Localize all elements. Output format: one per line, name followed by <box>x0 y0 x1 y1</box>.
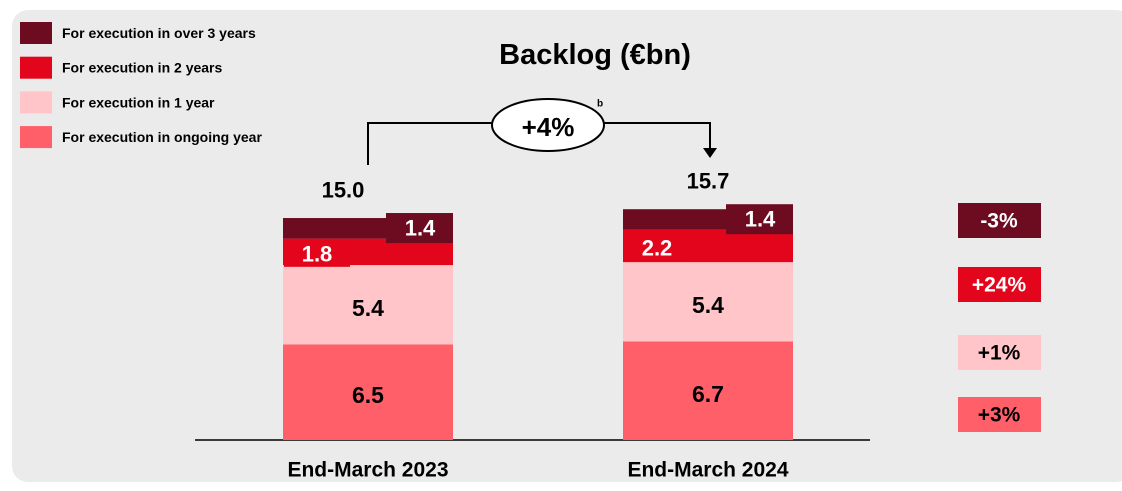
legend-swatch <box>20 22 52 44</box>
arrow-head <box>703 148 717 158</box>
value-label: 6.5 <box>352 382 384 408</box>
legend-label: For execution in ongoing year <box>62 129 262 145</box>
value-label: 5.4 <box>352 295 384 321</box>
value-label-box <box>386 213 453 244</box>
growth-footnote: b <box>597 99 603 110</box>
value-label: 2.2 <box>642 235 673 260</box>
value-label: 1.4 <box>745 207 776 232</box>
x-tick-label: End-March 2024 <box>627 459 788 482</box>
value-label: 6.7 <box>692 381 724 407</box>
bar-segment <box>283 265 453 345</box>
bar-segment <box>623 341 793 440</box>
change-box <box>958 267 1041 302</box>
legend-swatch <box>20 91 52 114</box>
change-label: -3% <box>980 210 1018 233</box>
change-label: +24% <box>972 274 1027 297</box>
value-label: 1.8 <box>302 241 333 266</box>
legend-swatch <box>20 126 52 149</box>
change-box <box>958 203 1041 238</box>
chart-title: Backlog (€bn) <box>499 39 691 71</box>
legend-label: For execution in 2 years <box>62 60 222 76</box>
change-label: +1% <box>978 342 1021 365</box>
value-label-box <box>284 240 350 267</box>
growth-label: +4% <box>522 112 575 142</box>
legend-label: For execution in 1 year <box>62 94 215 110</box>
bar-segment <box>283 344 453 440</box>
panel <box>12 10 1122 482</box>
growth-bubble <box>491 98 605 152</box>
value-label: 5.4 <box>692 292 724 318</box>
value-label-box <box>624 234 690 261</box>
value-label: 1.4 <box>405 216 436 241</box>
bar-segment <box>623 262 793 342</box>
legend-label: For execution in over 3 years <box>62 25 256 41</box>
change-box <box>958 397 1041 432</box>
legend-swatch <box>20 56 52 79</box>
value-label-box <box>726 204 793 235</box>
total-label: 15.0 <box>322 178 365 203</box>
change-box <box>958 335 1041 370</box>
bracket <box>367 122 711 165</box>
total-label: 15.7 <box>687 169 730 194</box>
change-label: +3% <box>978 404 1021 427</box>
x-tick-label: End-March 2023 <box>287 459 448 482</box>
